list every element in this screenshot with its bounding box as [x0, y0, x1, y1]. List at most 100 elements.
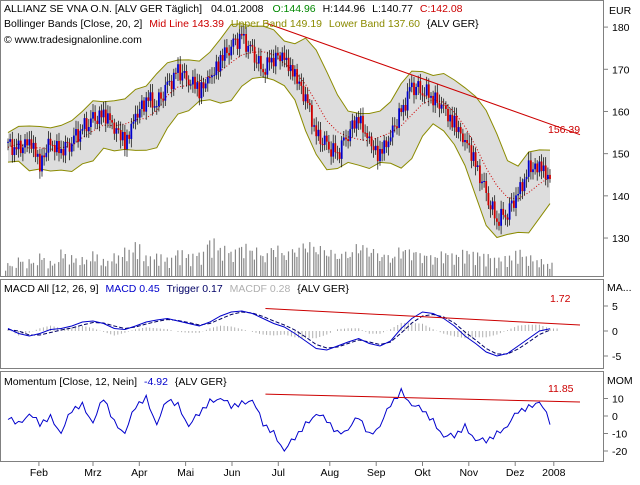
candle-body	[153, 106, 156, 108]
candle-body	[442, 104, 445, 106]
volume-bar	[190, 266, 192, 276]
volume-bar	[543, 264, 545, 276]
candle-body	[234, 38, 237, 40]
volume-bar	[511, 260, 513, 276]
candle-body	[272, 57, 275, 67]
volume-bar	[549, 268, 551, 276]
candle-body	[9, 139, 11, 142]
volume-bar	[30, 263, 32, 276]
candle-body	[493, 201, 496, 219]
bollinger-symbol: {ALV GER}	[427, 18, 479, 30]
volume-bar	[187, 254, 190, 276]
candle-body	[51, 144, 54, 146]
candle-body	[338, 152, 341, 159]
candle-body	[47, 138, 50, 153]
candle-body	[393, 125, 396, 127]
candle-body	[517, 194, 519, 196]
candle-body	[542, 165, 545, 172]
candle-body	[391, 125, 394, 138]
volume-bar	[177, 250, 179, 276]
candle-body	[262, 69, 264, 73]
candle-body	[436, 92, 439, 103]
candle-body	[406, 91, 409, 111]
macd-ytick-label: 5	[612, 301, 618, 313]
x-tick-label: Mai	[177, 467, 194, 479]
volume-bar	[221, 260, 224, 276]
candle-body	[530, 160, 532, 173]
volume-bar	[334, 253, 336, 276]
candle-body	[149, 92, 152, 101]
volume-bar	[241, 246, 243, 276]
candle-body	[544, 165, 547, 180]
volume-bar	[134, 242, 136, 276]
price-header-line2: Bollinger Bands [Close, 20, 2] Mid Line …	[4, 18, 479, 30]
candle-body	[506, 217, 509, 220]
volume-bar	[458, 257, 460, 276]
candle-body	[143, 100, 145, 112]
volume-bar	[496, 268, 498, 276]
momentum-value: -4.92	[144, 376, 168, 388]
candle-body	[70, 143, 73, 152]
volume-bar	[538, 267, 540, 276]
candle-body	[298, 81, 301, 84]
candle-body	[274, 52, 277, 67]
volume-bar	[517, 263, 519, 276]
candle-body	[96, 120, 99, 124]
volume-bar	[68, 264, 70, 276]
candle-body	[121, 132, 124, 141]
volume-bar	[436, 257, 438, 276]
volume-bar	[166, 257, 168, 276]
candle-body	[432, 95, 434, 106]
volume-bar	[164, 261, 166, 276]
candle-body	[321, 144, 324, 146]
candle-body	[304, 94, 307, 102]
volume-bar	[317, 254, 319, 276]
candle-body	[285, 57, 288, 60]
candle-body	[160, 92, 162, 99]
volume-bar	[107, 260, 109, 276]
candle-body	[328, 141, 330, 150]
candle-body	[185, 71, 188, 80]
candle-body	[385, 140, 388, 148]
candle-body	[466, 140, 468, 144]
volume-bar	[230, 251, 232, 276]
volume-bar	[415, 252, 417, 276]
candle-body	[81, 129, 84, 131]
volume-bar	[64, 254, 66, 276]
candle-body	[179, 64, 182, 81]
candle-body	[113, 122, 116, 134]
candle-body	[77, 129, 79, 142]
volume-bar	[421, 263, 423, 276]
volume-bar	[249, 250, 251, 276]
volume-bar	[362, 245, 364, 276]
volume-bar	[294, 252, 296, 276]
candle-body	[43, 155, 45, 158]
volume-bar	[389, 262, 391, 276]
candle-body	[317, 129, 320, 137]
candle-body	[260, 56, 262, 70]
volume-bar	[372, 249, 375, 276]
candle-body	[311, 105, 313, 127]
bar-date: 04.01.2008	[211, 3, 264, 15]
momentum-panel-frame	[0, 371, 604, 462]
candle-body	[357, 117, 360, 124]
candle-body	[370, 136, 373, 147]
volume-bar	[430, 255, 432, 276]
volume-bar	[462, 249, 464, 276]
volume-bar	[266, 253, 268, 276]
volume-bar	[402, 251, 404, 276]
price-trend-line	[265, 22, 581, 136]
candle-body	[7, 141, 9, 143]
volume-bar	[451, 253, 453, 276]
candle-body	[402, 105, 405, 113]
volume-bar	[168, 268, 170, 276]
volume-bar	[11, 266, 13, 276]
candle-body	[308, 103, 311, 106]
volume-bar	[489, 258, 491, 276]
volume-bar	[90, 261, 92, 276]
candle-body	[300, 81, 303, 86]
candle-body	[419, 81, 422, 94]
bollinger-band-area	[8, 23, 550, 238]
macd-trend-line	[265, 308, 581, 326]
